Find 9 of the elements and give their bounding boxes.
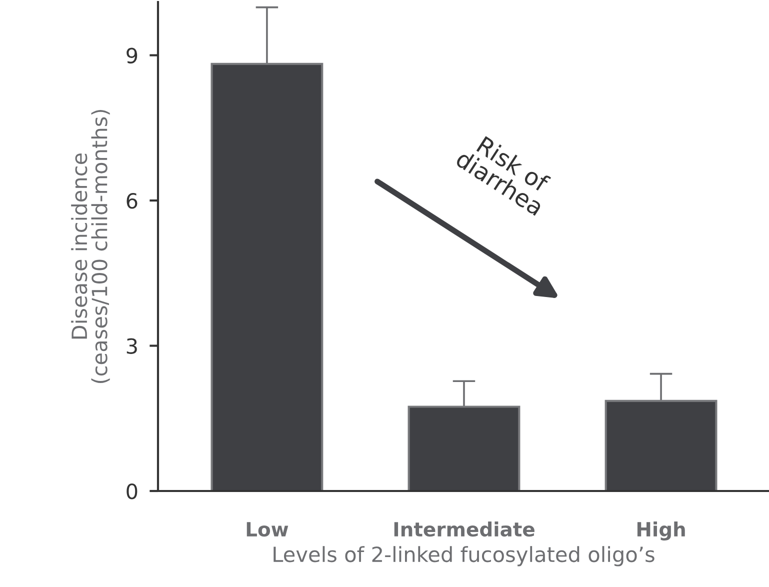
y-tick-label: 3 (126, 338, 137, 354)
y-axis-title: Disease incidence (ceases/100 child-months) (71, 110, 110, 384)
y-tick-label: 6 (126, 192, 138, 209)
x-tick-label: Intermediate (394, 522, 534, 537)
x-axis-title: Levels of 2-linked fucosylated oligo’s (274, 546, 654, 566)
y-tick-label: 9 (126, 48, 138, 64)
x-tick-label: Low (246, 522, 288, 537)
x-tick-label: High (637, 522, 685, 541)
y-tick-label: 0 (126, 483, 138, 500)
